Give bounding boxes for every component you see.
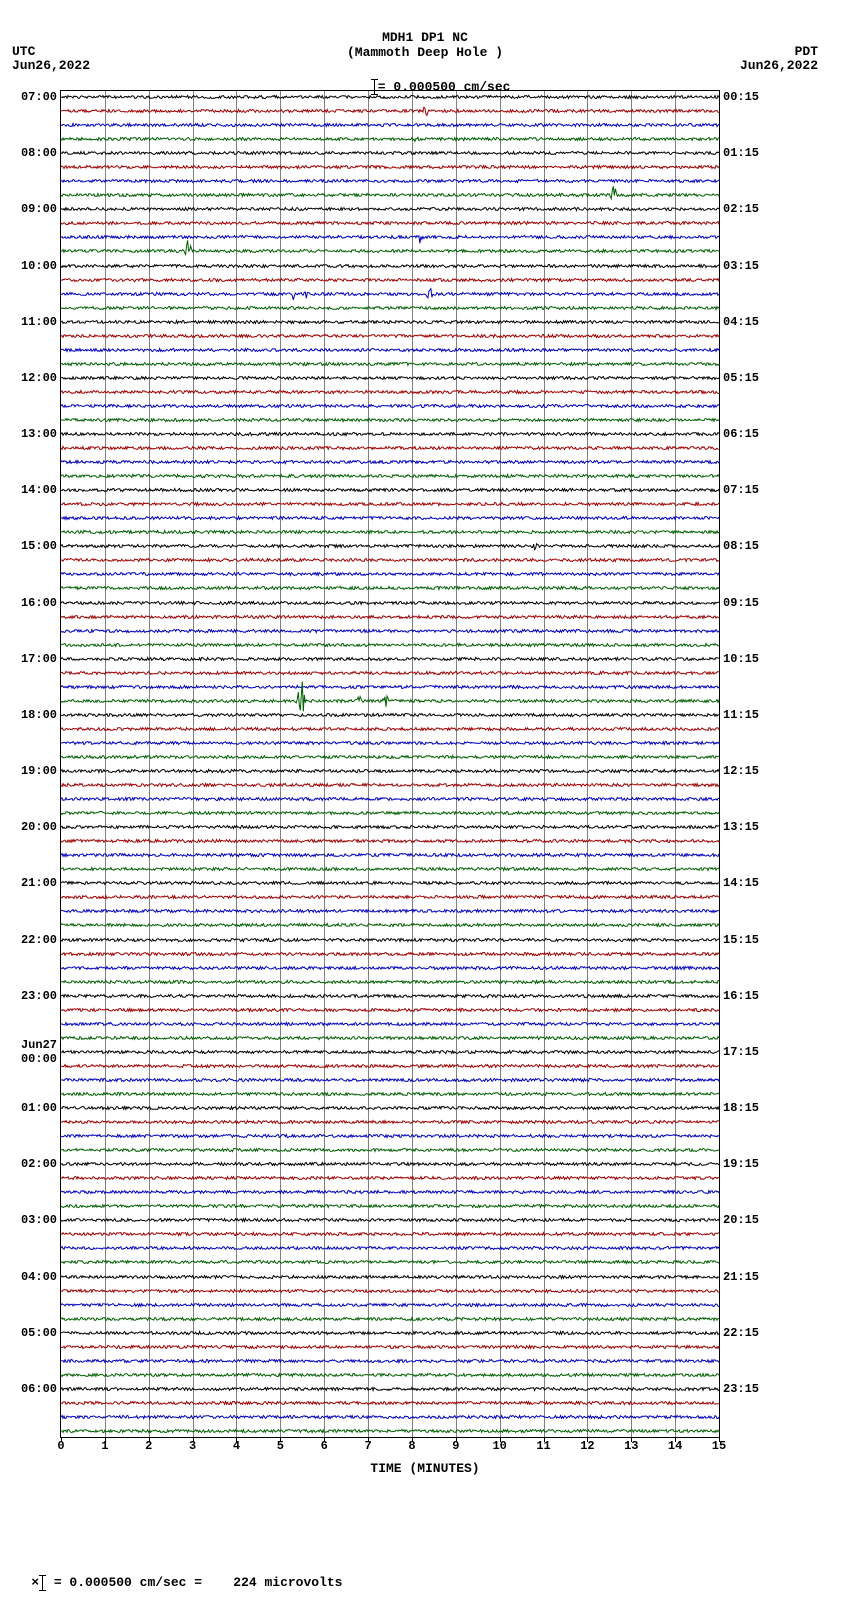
utc-time-label: 10:00: [21, 259, 61, 273]
local-time-label: 23:15: [719, 1382, 759, 1396]
local-time-label: 12:15: [719, 764, 759, 778]
local-time-label: 17:15: [719, 1045, 759, 1059]
utc-time-label: 22:00: [21, 933, 61, 947]
local-time-label: 09:15: [719, 596, 759, 610]
x-axis-label: TIME (MINUTES): [0, 1461, 850, 1476]
utc-time-label: 14:00: [21, 483, 61, 497]
utc-time-label: 20:00: [21, 820, 61, 834]
local-time-label: 07:15: [719, 483, 759, 497]
local-time-label: 04:15: [719, 315, 759, 329]
utc-time-label: 06:00: [21, 1382, 61, 1396]
local-time-label: 14:15: [719, 876, 759, 890]
utc-time-label: 11:00: [21, 315, 61, 329]
left-timezone: UTC: [12, 44, 35, 59]
local-time-label: 06:15: [719, 427, 759, 441]
local-time-label: 16:15: [719, 989, 759, 1003]
right-date: Jun26,2022: [740, 58, 818, 73]
station-subtitle: (Mammoth Deep Hole ): [0, 45, 850, 60]
utc-time-label: 01:00: [21, 1101, 61, 1115]
local-time-label: 20:15: [719, 1213, 759, 1227]
local-time-label: 02:15: [719, 202, 759, 216]
local-time-label: 03:15: [719, 259, 759, 273]
local-time-label: 08:15: [719, 539, 759, 553]
helicorder-plot: 012345678910111213141507:0008:0009:0010:…: [60, 90, 720, 1438]
local-time-label: 21:15: [719, 1270, 759, 1284]
utc-time-label: 18:00: [21, 708, 61, 722]
local-time-label: 11:15: [719, 708, 759, 722]
local-time-label: 22:15: [719, 1326, 759, 1340]
left-date: Jun26,2022: [12, 58, 90, 73]
utc-time-label: 08:00: [21, 146, 61, 160]
local-time-label: 15:15: [719, 933, 759, 947]
local-time-label: 18:15: [719, 1101, 759, 1115]
local-time-label: 19:15: [719, 1157, 759, 1171]
seismogram-page: MDH1 DP1 NC (Mammoth Deep Hole ) = 0.000…: [0, 0, 850, 1613]
utc-time-label: 13:00: [21, 427, 61, 441]
local-time-label: 00:15: [719, 90, 759, 104]
utc-time-label: 15:00: [21, 539, 61, 553]
seismic-trace: [61, 1407, 719, 1455]
footer-prefix: ×: [31, 1575, 39, 1590]
utc-time-label: 05:00: [21, 1326, 61, 1340]
utc-time-label: 17:00: [21, 652, 61, 666]
utc-time-label: 19:00: [21, 764, 61, 778]
utc-time-label: 02:00: [21, 1157, 61, 1171]
footer-text: = 0.000500 cm/sec = 224 microvolts: [46, 1575, 342, 1590]
local-time-label: 05:15: [719, 371, 759, 385]
utc-time-label: 16:00: [21, 596, 61, 610]
utc-time-label: 03:00: [21, 1213, 61, 1227]
utc-time-label: 23:00: [21, 989, 61, 1003]
scale-bar-icon: [42, 1576, 43, 1590]
footer-scale: × = 0.000500 cm/sec = 224 microvolts: [0, 1560, 342, 1605]
station-title: MDH1 DP1 NC: [0, 30, 850, 45]
utc-time-label: Jun27 00:00: [21, 1038, 61, 1066]
utc-time-label: 07:00: [21, 90, 61, 104]
local-time-label: 10:15: [719, 652, 759, 666]
utc-time-label: 12:00: [21, 371, 61, 385]
local-time-label: 01:15: [719, 146, 759, 160]
utc-time-label: 09:00: [21, 202, 61, 216]
right-timezone: PDT: [795, 44, 818, 59]
utc-time-label: 04:00: [21, 1270, 61, 1284]
local-time-label: 13:15: [719, 820, 759, 834]
utc-time-label: 21:00: [21, 876, 61, 890]
